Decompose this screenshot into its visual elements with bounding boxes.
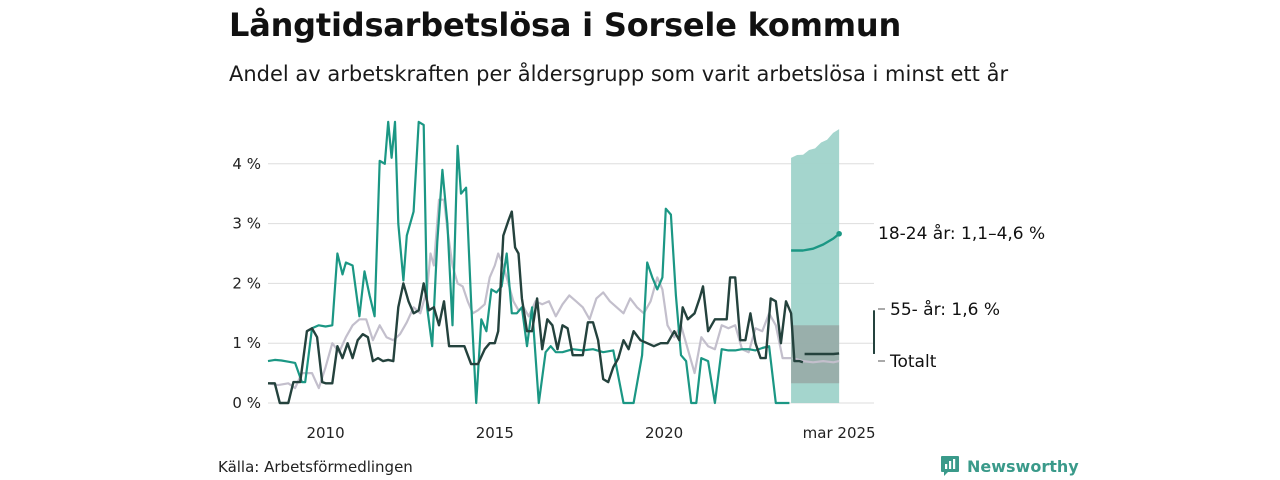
axes: 0 % 1 % 2 % 3 % 4 % 2010 2015 2020 mar 2025 — [232, 155, 875, 442]
senior-line — [267, 198, 792, 390]
source-note: Källa: Arbetsförmedlingen — [218, 458, 413, 476]
x-tick-label: 2020 — [645, 424, 683, 442]
y-tick-label: 3 % — [232, 215, 261, 233]
newsworthy-logo-icon — [941, 456, 959, 476]
youth-end-marker — [836, 230, 842, 237]
x-tick-label: 2015 — [476, 424, 514, 442]
total-forecast-line — [804, 352, 840, 356]
brand-logo[interactable]: Newsworthy — [940, 455, 1079, 477]
x-tick-label: 2010 — [306, 424, 344, 442]
y-tick-label: 0 % — [232, 394, 261, 412]
total-end-label: Totalt — [889, 352, 937, 372]
total-line — [268, 210, 804, 405]
y-tick-label: 4 % — [232, 155, 261, 173]
forecast-bands — [791, 129, 840, 403]
youth-end-label: 18-24 år: 1,1–4,6 % — [878, 223, 1045, 244]
y-tick-label: 1 % — [232, 334, 261, 352]
youth-line — [267, 120, 790, 405]
youth-forecast-line — [791, 232, 840, 252]
series-labels: 18-24 år: 1,1–4,6 % 55- år: 1,6 % Totalt — [878, 223, 1045, 372]
brand-name: Newsworthy — [967, 456, 1079, 476]
chart-title: Långtidsarbetslösa i Sorsele kommun — [229, 6, 902, 44]
chart-subtitle: Andel av arbetskraften per åldersgrupp s… — [229, 62, 1009, 86]
gridlines — [268, 163, 874, 404]
series-lines — [267, 120, 875, 405]
x-tick-label: mar 2025 — [803, 424, 876, 442]
senior-end-label: 55- år: 1,6 % — [890, 299, 1000, 320]
y-tick-label: 2 % — [232, 274, 261, 292]
